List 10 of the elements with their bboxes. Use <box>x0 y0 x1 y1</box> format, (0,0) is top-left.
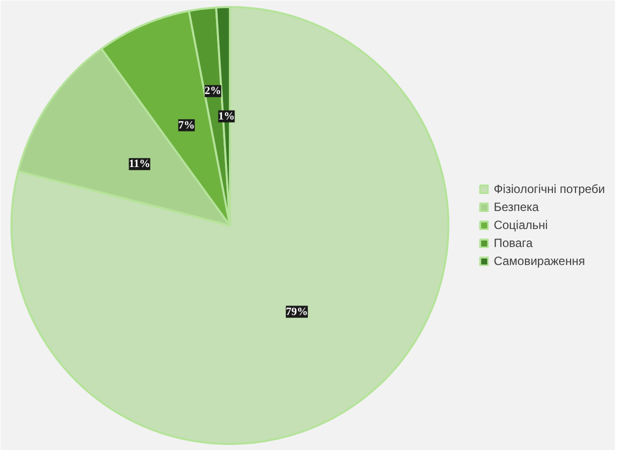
legend-label: Фізіологічні потреби <box>494 182 605 196</box>
data-label: 1% <box>218 110 235 122</box>
legend-label: Самовираження <box>494 254 585 268</box>
legend-label: Безпека <box>494 200 539 214</box>
data-label: 7% <box>178 119 195 132</box>
data-label: 2% <box>204 85 222 98</box>
data-label: 79% <box>286 306 308 318</box>
legend-label: Повага <box>494 236 533 250</box>
legend-label: Соціальні <box>494 218 548 232</box>
data-label: 11% <box>128 158 150 170</box>
